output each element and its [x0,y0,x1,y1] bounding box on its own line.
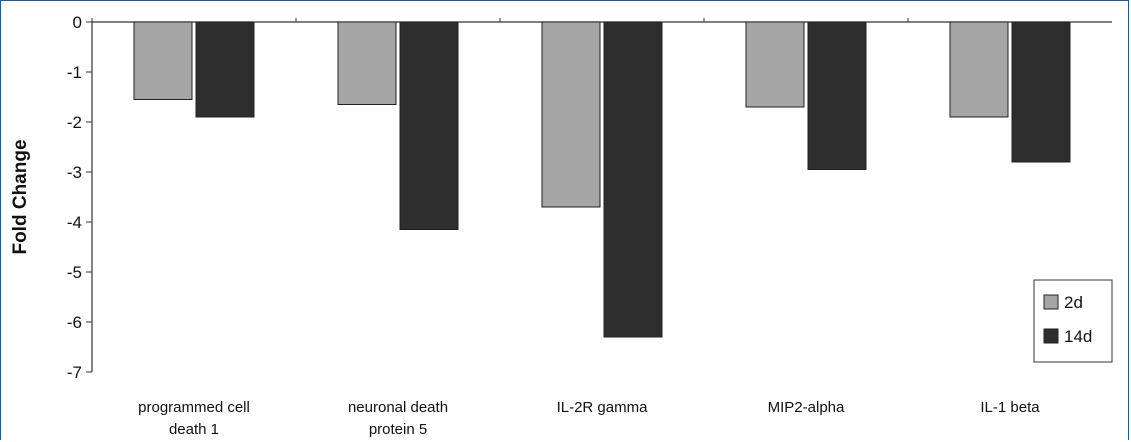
category-label: neuronal death [348,399,448,416]
category-label: protein 5 [369,421,427,438]
y-tick-label: -1 [67,63,82,82]
y-tick-label: -3 [67,163,82,182]
y-tick-label: 0 [73,13,82,32]
legend-box [1033,279,1113,363]
y-tick-label: -5 [67,263,82,282]
labels: programmed cell death 1 neuronal death prot… [138,399,1040,438]
category-label: death 1 [169,421,219,438]
legend-swatch-14d [1043,328,1059,344]
bar-14d-0 [195,21,255,118]
bar-2d-1 [337,21,397,105]
bar-2d-0 [133,21,193,100]
bar-2d-4 [949,21,1009,118]
y-tick-label: -7 [67,363,82,382]
bar-2d-2 [541,21,601,208]
bar-14d-1 [399,21,459,230]
legend-label-14d: 14d [1064,327,1092,346]
legend: 2d 14d [1033,279,1113,363]
category-label: programmed cell [138,399,250,416]
bar-14d-2 [603,21,663,338]
category-label: MIP2-alpha [768,399,845,416]
bars [133,21,1071,338]
y-axis-label: Fold Change [10,139,31,254]
category-label: IL-1 beta [980,399,1040,416]
bar-14d-4 [1011,21,1071,163]
y-tick-label: -2 [67,113,82,132]
bar-14d-3 [807,21,867,170]
category-label: IL-2R gamma [557,399,649,416]
axes: 0 -1 -2 -3 -4 -5 -6 -7 Fold Change [10,13,1112,382]
y-tick-label: -4 [67,213,82,232]
y-tick-label: -6 [67,313,82,332]
bar-2d-3 [745,21,805,108]
legend-label-2d: 2d [1064,293,1083,312]
legend-swatch-2d [1043,294,1059,310]
